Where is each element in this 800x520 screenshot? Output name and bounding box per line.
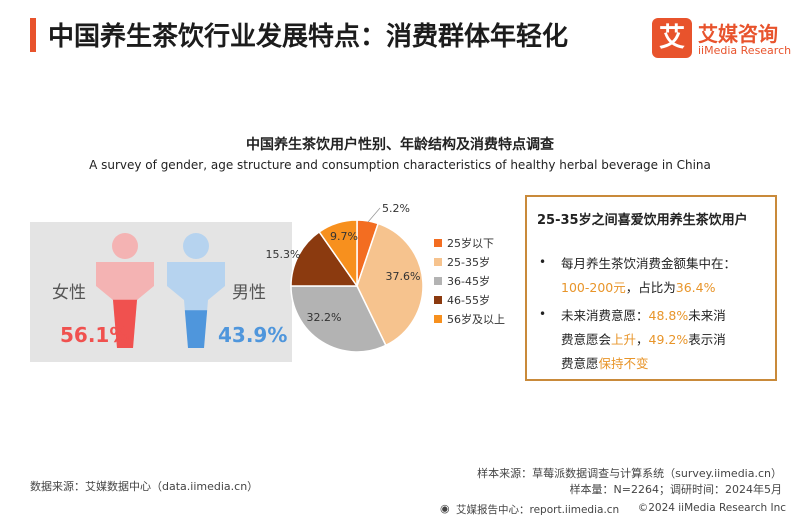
- pie-slice-3: [290, 285, 387, 353]
- legend-label: 25岁以下: [447, 236, 494, 250]
- copyright: ©2024 iiMedia Research Inc: [637, 502, 786, 514]
- bottom-info-bar: ◉ 艾媒报告中心：report.iimedia.cn ©2024 iiMedia…: [440, 500, 786, 518]
- bullet-1: •: [539, 255, 547, 269]
- pie-slice-2: [356, 222, 424, 347]
- sample-source: 样本来源：草莓派数据调查与计算系统（survey.iimedia.cn）: [477, 467, 782, 480]
- logo-icon: 艾: [652, 18, 692, 58]
- sample-info: 样本量：N=2264；调研时间：2024年5月: [569, 483, 782, 496]
- report-icon: ◉: [440, 502, 450, 515]
- user-insight-box: 25-35岁之间喜爱饮用养生茶饮用户 • 每月养生茶饮消费金额集中在： 100-…: [525, 195, 777, 381]
- legend-swatch: [434, 239, 442, 247]
- highlight-rise: 上升: [611, 332, 637, 347]
- insight-1-line-2: 100-200元，占比为36.4%: [561, 277, 715, 296]
- legend-label: 25-35岁: [447, 255, 490, 269]
- gender-panel-background: [30, 222, 292, 362]
- gender-pictograph: 女性 56.1% 男性 43.9%: [52, 233, 287, 348]
- age-pie-chart: 5.2% 37.6% 32.2% 15.3% 9.7%: [266, 202, 424, 353]
- logo-text-en: iiMedia Research: [698, 44, 792, 57]
- figure-head-female: [112, 233, 138, 259]
- pie-value-label: 9.7%: [330, 230, 358, 243]
- pie-value-label: 5.2%: [382, 202, 410, 215]
- report-center-link[interactable]: 艾媒报告中心：report.iimedia.cn: [456, 504, 620, 516]
- pie-value-label: 32.2%: [307, 311, 342, 324]
- pie-value-label: 15.3%: [266, 248, 301, 261]
- legend-label: 56岁及以上: [447, 312, 505, 326]
- highlight-amount: 100-200元: [561, 280, 626, 295]
- title-accent-bar: [30, 18, 36, 52]
- highlight-keep: 保持不变: [598, 356, 649, 371]
- chart-title: 中国养生茶饮用户性别、年龄结构及消费特点调查: [246, 137, 554, 153]
- legend-swatch: [434, 258, 442, 266]
- legend-swatch: [434, 315, 442, 323]
- text-fragment: ，占比为: [625, 280, 676, 295]
- gender-label: 女性: [52, 283, 86, 303]
- chart-subtitle: A survey of gender, age structure and co…: [89, 158, 711, 172]
- legend-label: 36-45岁: [447, 274, 490, 288]
- figure-fill-male: [167, 310, 225, 348]
- figure-head-male: [183, 233, 209, 259]
- page-title: 中国养生茶饮行业发展特点：消费群体年轻化: [48, 22, 569, 52]
- gender-value-label: 56.1%: [60, 323, 129, 347]
- highlight-share: 36.4%: [675, 280, 716, 295]
- pie-slice-5: [318, 219, 358, 289]
- legend-label: 46-55岁: [447, 293, 490, 307]
- text-fragment: ，: [636, 332, 649, 347]
- legend-swatch: [434, 296, 442, 304]
- text-fragment: 未来消费意愿：: [561, 308, 649, 323]
- logo-text-cn: 艾媒咨询: [698, 22, 778, 46]
- pie-value-label: 37.6%: [386, 270, 421, 283]
- insight-heading: 25-35岁之间喜爱饮用养生茶饮用户: [537, 213, 748, 228]
- leader-line: [367, 207, 381, 223]
- pie-slice-4: [290, 230, 359, 287]
- pie-legend: 25岁以下 25-35岁 36-45岁 46-55岁 56岁及以上: [434, 236, 505, 326]
- text-fragment: 费意愿会: [561, 332, 612, 347]
- gender-value-label: 43.9%: [218, 323, 287, 347]
- brand-logo: 艾 艾媒咨询 iiMedia Research: [652, 18, 791, 62]
- insight-2-line-3: 费意愿保持不变: [561, 353, 649, 372]
- legend-swatch: [434, 277, 442, 285]
- text-fragment: 未来消: [688, 308, 726, 323]
- data-source: 数据来源：艾媒数据中心（data.iimedia.cn）: [30, 480, 259, 493]
- text-fragment: 费意愿: [561, 356, 599, 371]
- figure-body-male: [167, 262, 225, 348]
- highlight-keep-pct: 49.2%: [648, 332, 689, 347]
- insight-2-line-1: 未来消费意愿：48.8%未来消: [561, 305, 726, 324]
- gender-label: 男性: [232, 283, 266, 303]
- highlight-rise-pct: 48.8%: [648, 308, 689, 323]
- insight-1-line-1: 每月养生茶饮消费金额集中在：: [561, 256, 737, 271]
- insight-2-line-2: 费意愿会上升，49.2%表示消: [561, 329, 726, 348]
- bullet-2: •: [539, 307, 547, 321]
- text-fragment: 表示消: [688, 332, 726, 347]
